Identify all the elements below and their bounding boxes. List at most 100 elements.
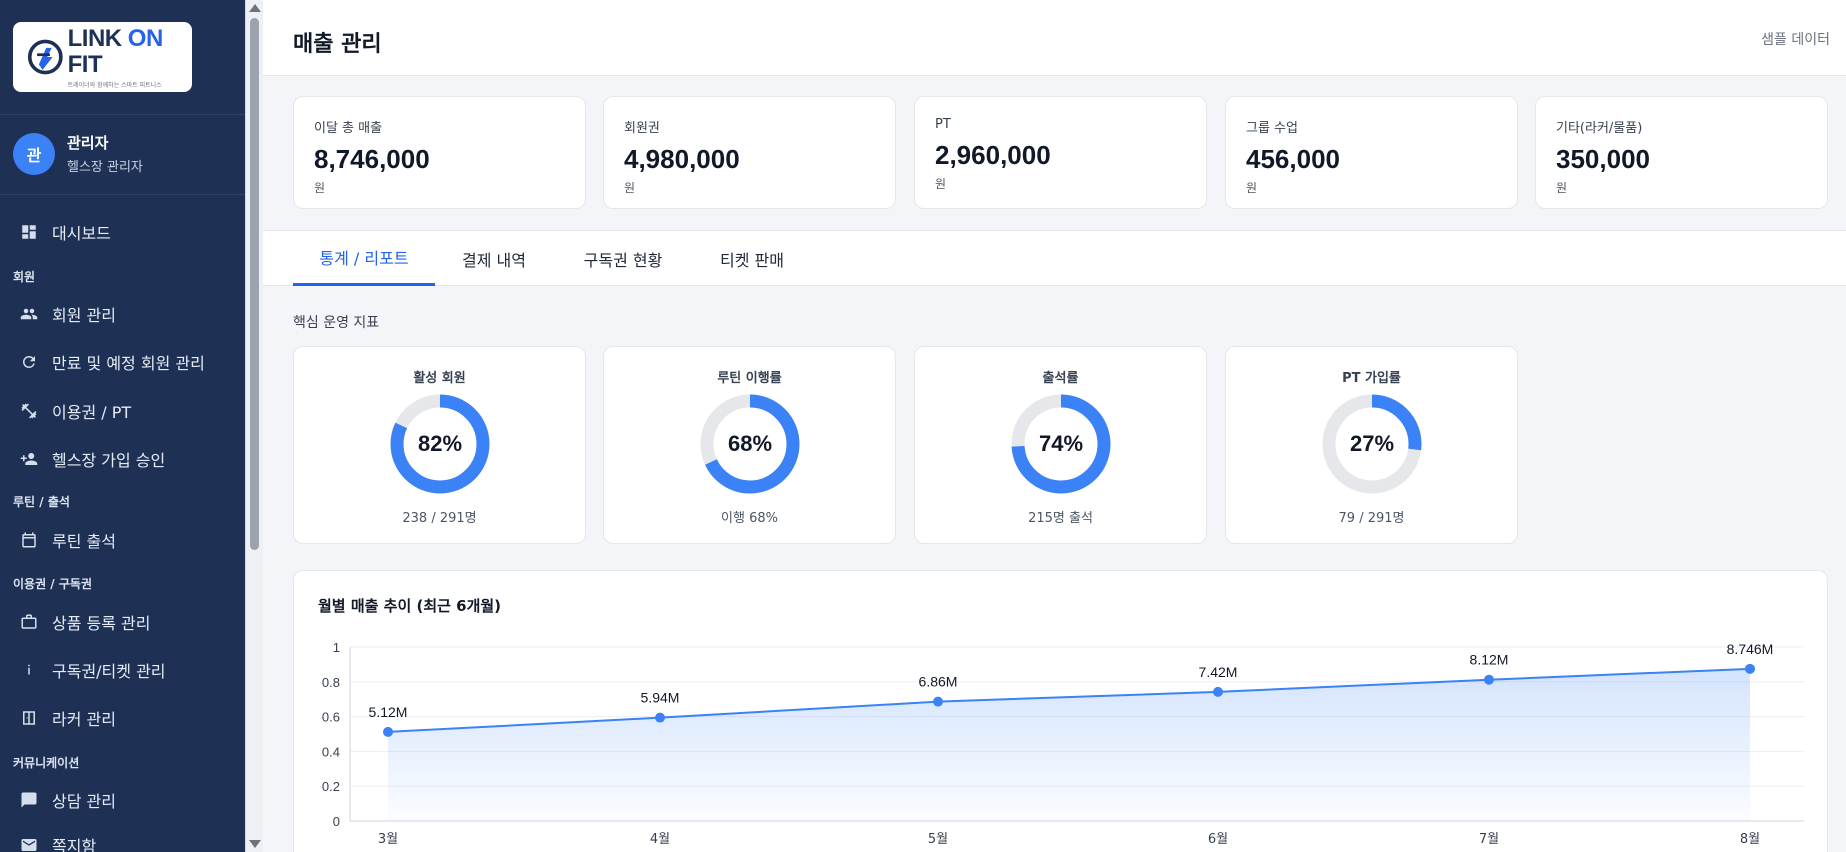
tab-payment-history[interactable]: 결제 내역	[462, 250, 526, 270]
scroll-up-arrow-icon[interactable]	[249, 4, 261, 12]
x-tick-label: 8월	[1740, 832, 1760, 847]
scroll-down-arrow-icon[interactable]	[249, 840, 261, 848]
y-tick-label: 0.8	[322, 675, 340, 690]
kpi-footer: 238 / 291명	[402, 511, 477, 526]
sidebar-item-consultation[interactable]: 상담 관리	[0, 780, 245, 820]
data-label: 6.86M	[919, 674, 958, 690]
stat-value: 2,960,000	[935, 140, 1051, 170]
y-tick-label: 1	[333, 640, 340, 655]
series-line	[387, 667, 1751, 733]
chat-icon	[21, 792, 37, 808]
x-tick-label: 7월	[1479, 832, 1499, 847]
scrollbar-thumb[interactable]	[250, 18, 259, 550]
user-name: 관리자	[67, 134, 109, 152]
sidebar-item-label: 이용권 / PT	[52, 403, 132, 422]
top-bar: 매출 관리 샘플 데이터	[263, 0, 1846, 76]
revenue-line-chart: 0 0.2 0.4 0.6 0.8 1 5.12M 3월 5.94M 4월 6.86M 5월 7.42M…	[322, 640, 1804, 847]
area-fill	[388, 668, 1750, 821]
kpi-donut	[1011, 394, 1111, 494]
sample-data-label[interactable]: 샘플 데이터	[1761, 32, 1830, 48]
x-tick-label: 4월	[650, 832, 670, 847]
kpi-section-title: 핵심 운영 지표	[293, 315, 380, 331]
stat-label: 이달 총 매출	[314, 121, 383, 136]
nav-section-member: 회원	[13, 270, 36, 284]
data-label: 7.42M	[1199, 664, 1238, 680]
donut-value-arc	[700, 394, 800, 494]
donut-value-arc	[1011, 394, 1111, 494]
kpi-donut	[1322, 394, 1422, 494]
sidebar-item-locker[interactable]: 라커 관리	[0, 698, 245, 738]
sidebar-scrollbar[interactable]	[245, 0, 263, 852]
data-point[interactable]	[1213, 686, 1223, 697]
x-tick-label: 5월	[928, 832, 948, 847]
kpi-title: 활성 회원	[413, 371, 466, 386]
stat-card-pt: PT 2,960,000 원	[914, 96, 1207, 209]
sidebar-item-product-registration[interactable]: 상품 등록 관리	[0, 602, 245, 642]
chart-title: 월별 매출 추이 (최근 6개월)	[318, 597, 502, 615]
monthly-revenue-chart-card: 월별 매출 추이 (최근 6개월) 0 0.2 0.4 0.6 0.8 1 5.12M 3월 5…	[293, 570, 1828, 852]
data-point[interactable]	[933, 696, 943, 707]
y-tick-label: 0	[333, 814, 340, 829]
briefcase-icon	[21, 614, 37, 629]
stat-value: 350,000	[1556, 144, 1650, 174]
sidebar-item-member-management[interactable]: 회원 관리	[0, 294, 245, 334]
sidebar-item-label: 라커 관리	[52, 710, 116, 729]
dumbbell-icon	[21, 403, 37, 419]
kpi-title: 출석률	[1042, 371, 1079, 386]
people-icon	[20, 308, 38, 320]
stat-value: 456,000	[1246, 144, 1340, 174]
kpi-card-attendance-rate: 출석률 74% 215명 출석	[914, 346, 1207, 544]
stat-unit: 원	[1246, 181, 1258, 195]
tab-ticket-sales[interactable]: 티켓 판매	[720, 250, 784, 270]
data-point[interactable]	[1745, 663, 1755, 674]
sidebar-item-label: 쪽지함	[52, 837, 97, 852]
logo-text: LINK ON FIT	[67, 24, 164, 78]
main-content: 매출 관리 샘플 데이터 이달 총 매출 8,746,000 원 회원권 4,9…	[263, 0, 1846, 852]
kpi-percent: 68%	[727, 431, 773, 456]
nav-section-communication: 커뮤니케이션	[13, 756, 80, 770]
kpi-percent: 82%	[417, 431, 463, 456]
sidebar-item-gym-approval[interactable]: 헬스장 가입 승인	[0, 439, 245, 479]
kpi-percent: 74%	[1038, 431, 1084, 456]
sidebar-item-dashboard[interactable]: 대시보드	[0, 212, 245, 252]
stat-card-total: 이달 총 매출 8,746,000 원	[293, 96, 586, 209]
y-tick-label: 0.2	[322, 779, 340, 794]
tab-bar: 통계 / 리포트 결제 내역 구독권 현황 티켓 판매	[263, 230, 1846, 286]
stat-unit: 원	[1556, 181, 1568, 195]
sidebar-item-label: 루틴 출석	[52, 532, 116, 551]
sidebar-item-routine-attendance[interactable]: 루틴 출석	[0, 520, 245, 560]
tab-statistics-report[interactable]: 통계 / 리포트	[293, 231, 435, 286]
user-profile[interactable]: 관 관리자 헬스장 관리자	[13, 132, 143, 175]
sidebar-item-subscription-ticket[interactable]: 구독권/티켓 관리	[0, 650, 245, 690]
y-tick-label: 0.4	[322, 744, 340, 759]
tab-subscription-status[interactable]: 구독권 현황	[583, 250, 663, 270]
stat-unit: 원	[314, 181, 326, 195]
stat-label: 회원권	[624, 121, 660, 136]
kpi-title: 루틴 이행률	[717, 371, 782, 386]
sidebar: LINK ON FIT 트레이너와 함께하는 스마트 피트니스 관 관리자 헬스…	[0, 0, 245, 852]
stat-card-membership: 회원권 4,980,000 원	[603, 96, 896, 209]
stat-unit: 원	[935, 177, 947, 191]
sidebar-item-pass-pt[interactable]: 이용권 / PT	[0, 391, 245, 431]
data-label: 5.94M	[641, 690, 680, 706]
y-tick-label: 0.6	[322, 710, 340, 725]
page-title: 매출 관리	[293, 32, 382, 57]
sidebar-item-inbox[interactable]: 쪽지함	[0, 825, 245, 852]
stat-card-group: 그룹 수업 456,000 원	[1225, 96, 1518, 209]
sidebar-item-label: 헬스장 가입 승인	[52, 451, 166, 470]
avatar: 관	[13, 132, 55, 175]
data-point[interactable]	[655, 712, 665, 723]
data-point[interactable]	[1484, 674, 1494, 685]
sidebar-item-label: 구독권/티켓 관리	[52, 662, 166, 681]
stat-label: 그룹 수업	[1246, 121, 1298, 136]
donut-value-arc	[1322, 394, 1422, 494]
x-tick-label: 3월	[378, 832, 398, 847]
sidebar-item-label: 회원 관리	[52, 306, 116, 325]
data-point[interactable]	[383, 726, 393, 737]
kpi-card-routine-rate: 루틴 이행률 68% 이행 68%	[603, 346, 896, 544]
logo[interactable]: LINK ON FIT 트레이너와 함께하는 스마트 피트니스	[13, 22, 192, 92]
dashboard-icon	[22, 225, 36, 239]
sidebar-item-expiring-members[interactable]: 만료 및 예정 회원 관리	[0, 342, 245, 382]
nav-section-routine: 루틴 / 출석	[13, 495, 70, 509]
kpi-footer: 215명 출석	[1028, 511, 1093, 526]
